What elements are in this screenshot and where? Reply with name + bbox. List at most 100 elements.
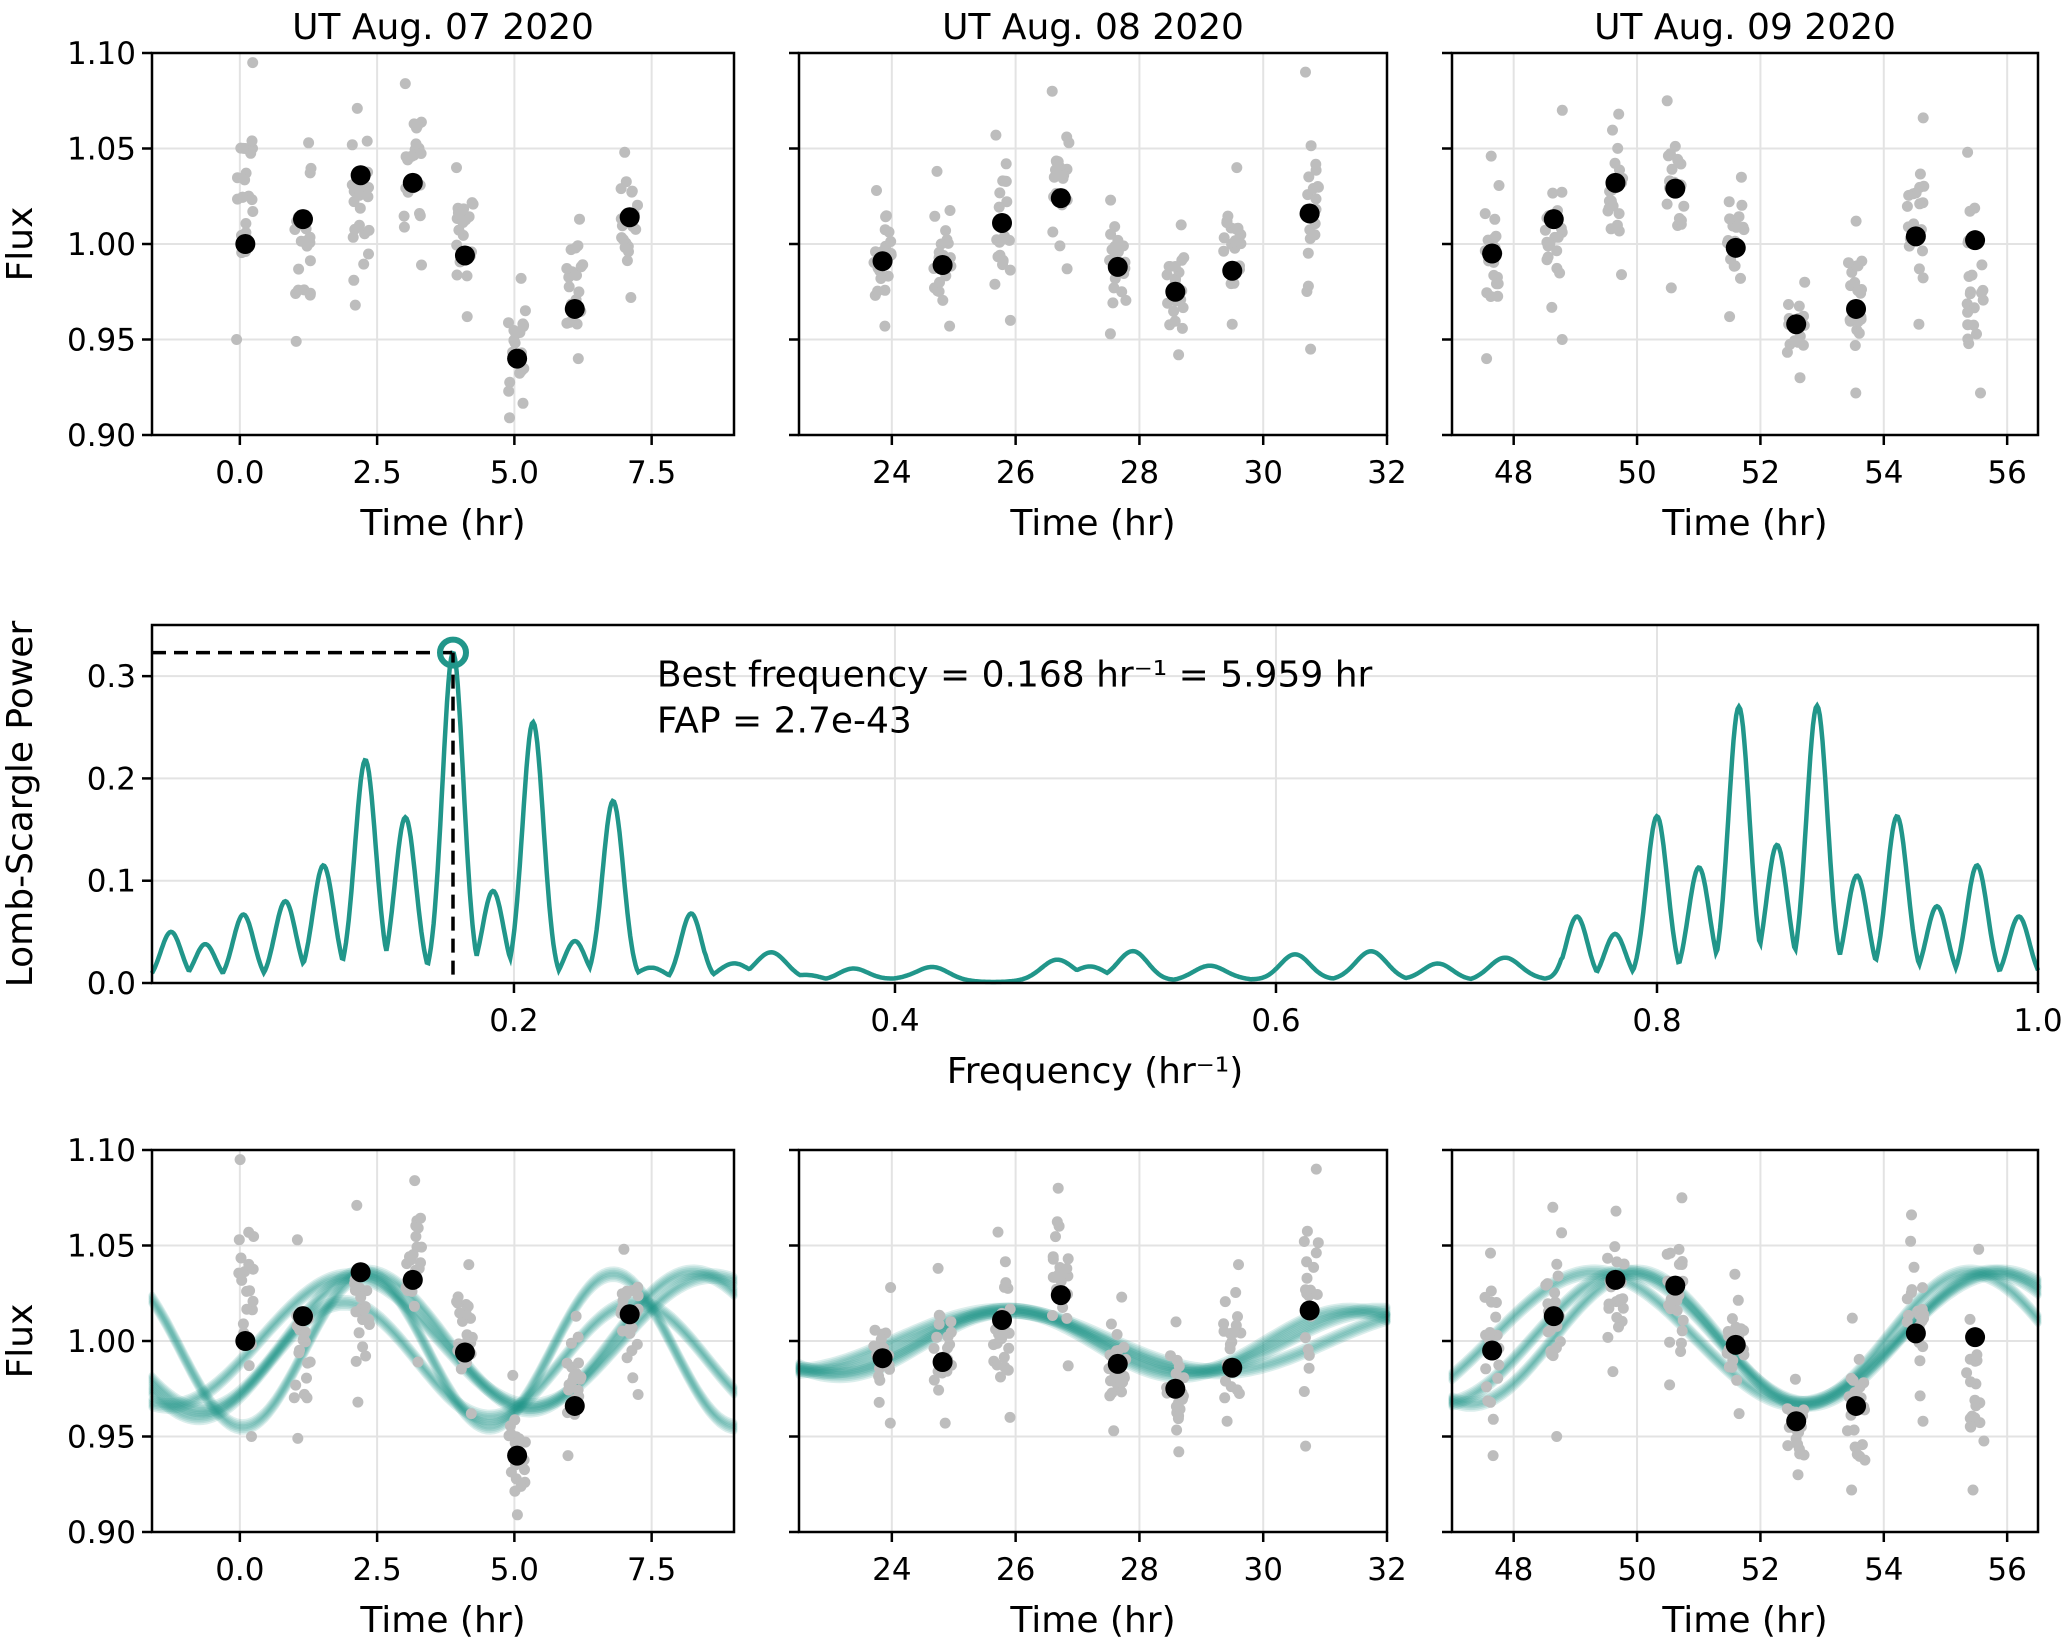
x-tick-label: 30 xyxy=(1243,455,1282,491)
raw-point xyxy=(1676,1192,1688,1204)
raw-point xyxy=(505,1466,517,1478)
model-curve xyxy=(795,1302,1391,1371)
model-curve xyxy=(1448,1264,2042,1404)
raw-point xyxy=(1301,1225,1313,1237)
raw-point xyxy=(1613,108,1625,120)
raw-point xyxy=(1782,1440,1794,1452)
raw-point xyxy=(1607,1366,1619,1378)
raw-point xyxy=(354,202,366,214)
raw-point xyxy=(1178,252,1190,264)
raw-point xyxy=(1004,264,1016,276)
binned-point xyxy=(1482,243,1503,264)
binned-point xyxy=(1786,314,1807,335)
raw-point xyxy=(632,1389,644,1400)
model-curve xyxy=(795,1304,1391,1373)
raw-point xyxy=(1850,215,1862,227)
x-tick-label: 0.2 xyxy=(489,1003,538,1039)
x-tick-label: 28 xyxy=(1120,1552,1159,1588)
raw-point xyxy=(1233,1388,1245,1399)
binned-point xyxy=(1107,1353,1128,1374)
raw-point xyxy=(1850,387,1862,399)
raw-point xyxy=(1224,1343,1236,1355)
raw-point xyxy=(1001,196,1013,208)
x-tick-label: 32 xyxy=(1367,1552,1406,1588)
raw-point xyxy=(1310,1163,1322,1175)
raw-point xyxy=(1116,286,1128,298)
raw-point xyxy=(1845,1372,1857,1384)
raw-point xyxy=(358,258,370,270)
raw-point xyxy=(353,1327,365,1339)
model-curve xyxy=(795,1309,1391,1382)
raw-point xyxy=(409,1175,421,1187)
raw-point xyxy=(1735,1323,1747,1335)
periodogram-panel: Best frequency = 0.168 hr⁻¹ = 5.959 hr FA… xyxy=(0,621,2063,1092)
raw-point xyxy=(1311,1289,1323,1300)
raw-point xyxy=(305,162,317,174)
raw-point xyxy=(1485,291,1497,302)
raw-point xyxy=(1004,314,1016,326)
raw-point xyxy=(1964,1412,1976,1424)
raw-point xyxy=(1050,1231,1061,1243)
raw-point xyxy=(410,1231,422,1242)
raw-point xyxy=(1061,1263,1073,1274)
best-frequency-annotation: Best frequency = 0.168 hr⁻¹ = 5.959 hr xyxy=(657,654,1373,695)
raw-point xyxy=(1052,1182,1064,1194)
raw-point xyxy=(293,1347,305,1359)
raw-point xyxy=(298,1388,310,1400)
raw-point xyxy=(236,1274,248,1286)
y-tick-label: 0.3 xyxy=(87,659,136,695)
raw-point xyxy=(884,1417,896,1429)
raw-point xyxy=(572,353,584,365)
raw-point xyxy=(1675,214,1687,226)
raw-point xyxy=(1480,1363,1492,1375)
raw-point xyxy=(1175,219,1187,231)
raw-point xyxy=(1849,1441,1861,1453)
raw-point xyxy=(357,1341,369,1353)
x-tick-label: 5.0 xyxy=(490,455,539,491)
raw-point xyxy=(248,1231,260,1242)
best-frequency-marker xyxy=(436,636,469,669)
raw-point xyxy=(1169,315,1181,327)
raw-point xyxy=(875,1333,887,1345)
raw-point xyxy=(572,1384,584,1396)
raw-point xyxy=(508,334,520,346)
model-curve xyxy=(795,1311,1391,1384)
raw-point xyxy=(1302,280,1314,292)
raw-point xyxy=(1914,198,1926,210)
raw-point xyxy=(237,1318,249,1330)
raw-point xyxy=(1724,311,1736,323)
binned-point xyxy=(872,1348,893,1369)
x-tick-label: 24 xyxy=(872,1552,911,1588)
y-tick-label: 0.2 xyxy=(87,761,136,797)
model-curve xyxy=(795,1306,1391,1375)
raw-point xyxy=(1603,1302,1615,1314)
raw-point xyxy=(353,219,365,231)
raw-point xyxy=(935,238,947,250)
raw-point xyxy=(1301,1272,1313,1284)
model-curve xyxy=(795,1307,1391,1380)
model-curve xyxy=(1448,1269,2042,1409)
raw-point xyxy=(942,1331,954,1343)
raw-point xyxy=(1616,269,1627,281)
raw-point xyxy=(1173,1410,1185,1422)
raw-point xyxy=(398,221,410,233)
raw-point xyxy=(625,292,637,303)
raw-point xyxy=(1914,1390,1926,1402)
raw-point xyxy=(1964,205,1976,217)
raw-point xyxy=(408,1300,420,1312)
raw-point xyxy=(346,139,358,151)
raw-point xyxy=(873,1396,885,1408)
raw-point xyxy=(1848,1424,1860,1436)
raw-point xyxy=(1908,1261,1920,1273)
model-curve xyxy=(795,1307,1391,1376)
raw-point xyxy=(241,1285,253,1297)
raw-point xyxy=(939,1417,951,1429)
raw-point xyxy=(414,208,425,219)
raw-point xyxy=(460,1299,472,1310)
raw-point xyxy=(363,1319,375,1330)
raw-point xyxy=(1046,85,1058,97)
raw-point xyxy=(361,135,373,147)
raw-point xyxy=(1232,1311,1243,1323)
raw-point xyxy=(1617,1302,1629,1314)
